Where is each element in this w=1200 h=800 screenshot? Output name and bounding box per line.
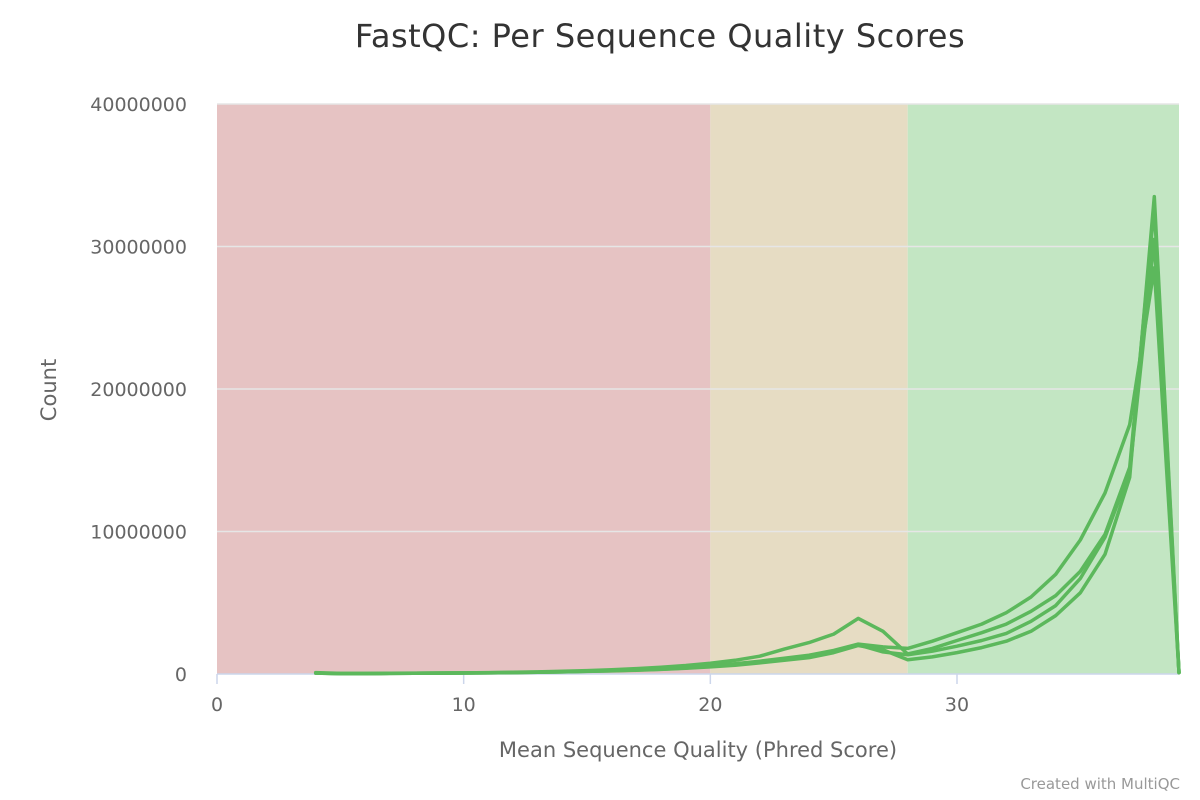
chart-title: FastQC: Per Sequence Quality Scores	[355, 17, 965, 55]
y-tick-label-1: 10000000	[90, 522, 187, 544]
y-tick-label-4: 40000000	[90, 94, 187, 116]
multiqc-credit[interactable]: Created with MultiQC	[1020, 775, 1180, 793]
tick-labels: 0 10 20 30 0 10000000 20000000 30000000 40000000	[90, 94, 969, 716]
x-tick-label-2: 20	[698, 694, 722, 716]
series-line-3[interactable]	[313, 237, 1181, 676]
y-tick-label-0: 0	[175, 664, 187, 686]
x-tick-label-3: 30	[945, 694, 969, 716]
series-lines	[313, 194, 1181, 676]
grid-lines	[217, 103, 1179, 533]
axes	[216, 673, 1179, 684]
y-tick-label-3: 30000000	[90, 237, 187, 259]
y-axis-title: Count	[37, 359, 61, 421]
x-tick-label-0: 0	[211, 694, 223, 716]
x-axis-title: Mean Sequence Quality (Phred Score)	[499, 738, 897, 762]
x-tick-label-1: 10	[452, 694, 476, 716]
y-tick-label-2: 20000000	[90, 379, 187, 401]
